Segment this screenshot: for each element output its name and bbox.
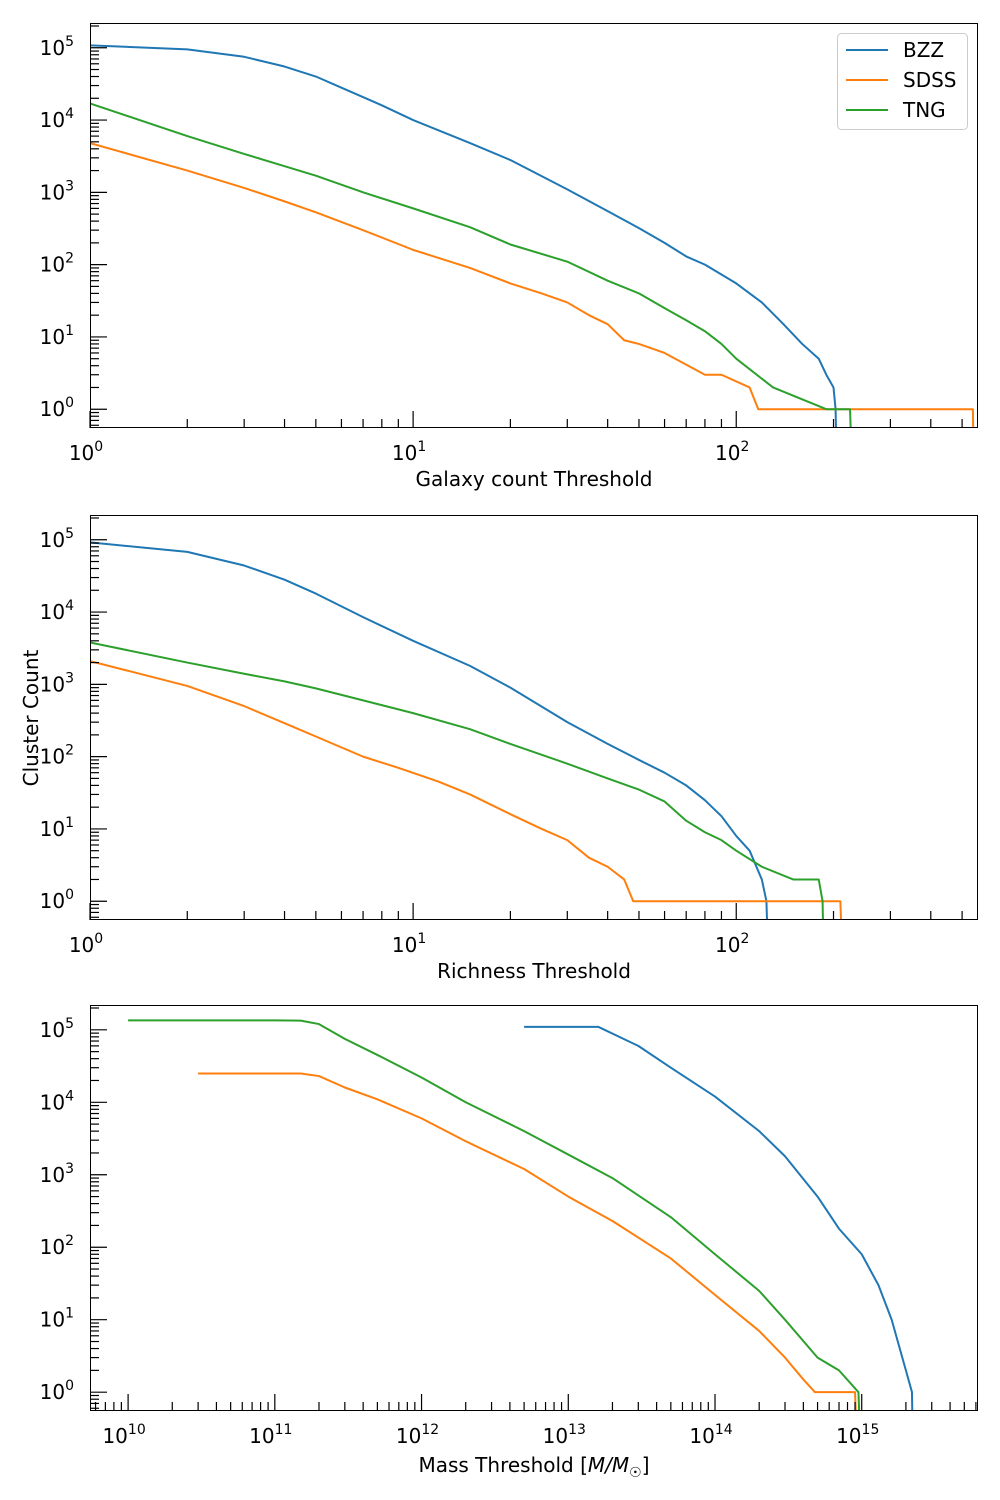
- series-line-bzz: [524, 1025, 914, 1411]
- y-tick-label: 101: [40, 1306, 74, 1332]
- y-tick-label: 100: [40, 887, 74, 913]
- plot-frame-richness: [90, 515, 978, 920]
- y-tick-label: 105: [40, 34, 74, 60]
- y-tick-exponent: 2: [65, 1233, 74, 1249]
- x-tick-exponent: 14: [715, 1422, 733, 1438]
- series-line-tng: [90, 641, 824, 920]
- y-tick-exponent: 5: [65, 34, 74, 50]
- y-tick-label: 105: [40, 526, 74, 552]
- series-line-sdss: [90, 142, 975, 428]
- x-ticks-richness: 100 101 102: [69, 903, 963, 957]
- y-tick-exponent: 0: [65, 1378, 74, 1394]
- series-line-bzz: [90, 541, 768, 920]
- x-ticks-mass: 1010 1011 1012 1013 1014 1015: [94, 1394, 977, 1448]
- x-tick-label: 1010: [102, 1422, 145, 1448]
- y-tick-exponent: 4: [65, 106, 74, 122]
- y-tick-label: 100: [40, 1378, 74, 1404]
- x-tick-exponent: 12: [421, 1422, 439, 1438]
- x-tick-exponent: 2: [741, 439, 750, 455]
- shared-y-axis-label: Cluster Count: [19, 649, 43, 786]
- x-tick-label: 102: [715, 931, 749, 957]
- y-tick-label: 104: [40, 1088, 74, 1114]
- x-ticks-galaxy-count: 100 101 102: [69, 411, 963, 465]
- series-lines-mass: [128, 1019, 914, 1411]
- x-tick-label: 1014: [689, 1422, 732, 1448]
- x-tick-label: 1015: [836, 1422, 879, 1448]
- series-lines-galaxy-count: [90, 44, 975, 428]
- panel-mass: 1010 1011 1012 1013 1014 1015 100101102103104…: [40, 1005, 978, 1481]
- y-tick-label: 103: [40, 178, 74, 204]
- x-tick-label: 1012: [396, 1422, 439, 1448]
- x-tick-label: 100: [69, 439, 103, 465]
- x-tick-exponent: 0: [94, 439, 103, 455]
- x-tick-label: 102: [715, 439, 749, 465]
- x-tick-label: 1013: [543, 1422, 586, 1448]
- x-axis-label-mass-math: M/M: [588, 1453, 629, 1477]
- series-line-tng: [128, 1019, 861, 1411]
- y-tick-exponent: 0: [65, 887, 74, 903]
- y-tick-label: 102: [40, 1233, 74, 1259]
- legend-label-sdss: SDSS: [903, 68, 957, 92]
- y-tick-exponent: 0: [65, 395, 74, 411]
- x-axis-label-galaxy-count: Galaxy count Threshold: [416, 467, 653, 491]
- y-tick-label: 103: [40, 670, 74, 696]
- x-tick-label: 1011: [249, 1422, 292, 1448]
- y-tick-exponent: 4: [65, 1088, 74, 1104]
- x-tick-exponent: 13: [568, 1422, 586, 1438]
- y-tick-exponent: 2: [65, 251, 74, 267]
- x-axis-label-richness: Richness Threshold: [437, 959, 631, 983]
- y-tick-label: 103: [40, 1161, 74, 1187]
- y-tick-exponent: 2: [65, 743, 74, 759]
- x-tick-exponent: 15: [862, 1422, 880, 1438]
- x-tick-exponent: 1: [417, 439, 426, 455]
- y-tick-label: 101: [40, 323, 74, 349]
- x-tick-label: 101: [392, 931, 426, 957]
- series-line-bzz: [90, 44, 837, 428]
- y-tick-label: 104: [40, 106, 74, 132]
- x-tick-exponent: 11: [275, 1422, 293, 1438]
- y-tick-label: 102: [40, 251, 74, 277]
- x-tick-label: 100: [69, 931, 103, 957]
- x-axis-label-mass-sun: ☉: [629, 1465, 642, 1481]
- x-tick-exponent: 1: [417, 931, 426, 947]
- y-tick-exponent: 3: [65, 1161, 74, 1177]
- x-axis-label-mass-end: ]: [642, 1453, 650, 1477]
- series-lines-richness: [90, 541, 843, 920]
- y-tick-label: 104: [40, 598, 74, 624]
- x-axis-label-mass-text: Mass Threshold [: [418, 1453, 587, 1477]
- legend-frame: [837, 33, 968, 130]
- y-tick-label: 102: [40, 743, 74, 769]
- x-tick-label: 101: [392, 439, 426, 465]
- legend-label-tng: TNG: [902, 98, 946, 122]
- y-tick-label: 105: [40, 1016, 74, 1042]
- y-tick-label: 101: [40, 815, 74, 841]
- y-tick-exponent: 5: [65, 1016, 74, 1032]
- series-line-sdss: [198, 1072, 857, 1411]
- y-tick-label: 100: [40, 395, 74, 421]
- x-tick-exponent: 10: [128, 1422, 146, 1438]
- x-tick-exponent: 0: [94, 931, 103, 947]
- y-tick-exponent: 1: [65, 1306, 74, 1322]
- series-line-sdss: [90, 660, 843, 920]
- y-tick-exponent: 5: [65, 526, 74, 542]
- plot-frame-mass: [90, 1005, 978, 1411]
- x-tick-exponent: 2: [741, 931, 750, 947]
- series-line-tng: [90, 102, 852, 428]
- y-tick-exponent: 4: [65, 598, 74, 614]
- x-axis-label-mass: Mass Threshold [M/M☉]: [418, 1453, 649, 1481]
- plot-frame-galaxy-count: [90, 23, 978, 428]
- legend: BZZ SDSS TNG: [837, 33, 968, 130]
- y-tick-exponent: 3: [65, 178, 74, 194]
- legend-label-bzz: BZZ: [903, 38, 944, 62]
- y-tick-exponent: 3: [65, 670, 74, 686]
- y-tick-exponent: 1: [65, 815, 74, 831]
- y-tick-exponent: 1: [65, 323, 74, 339]
